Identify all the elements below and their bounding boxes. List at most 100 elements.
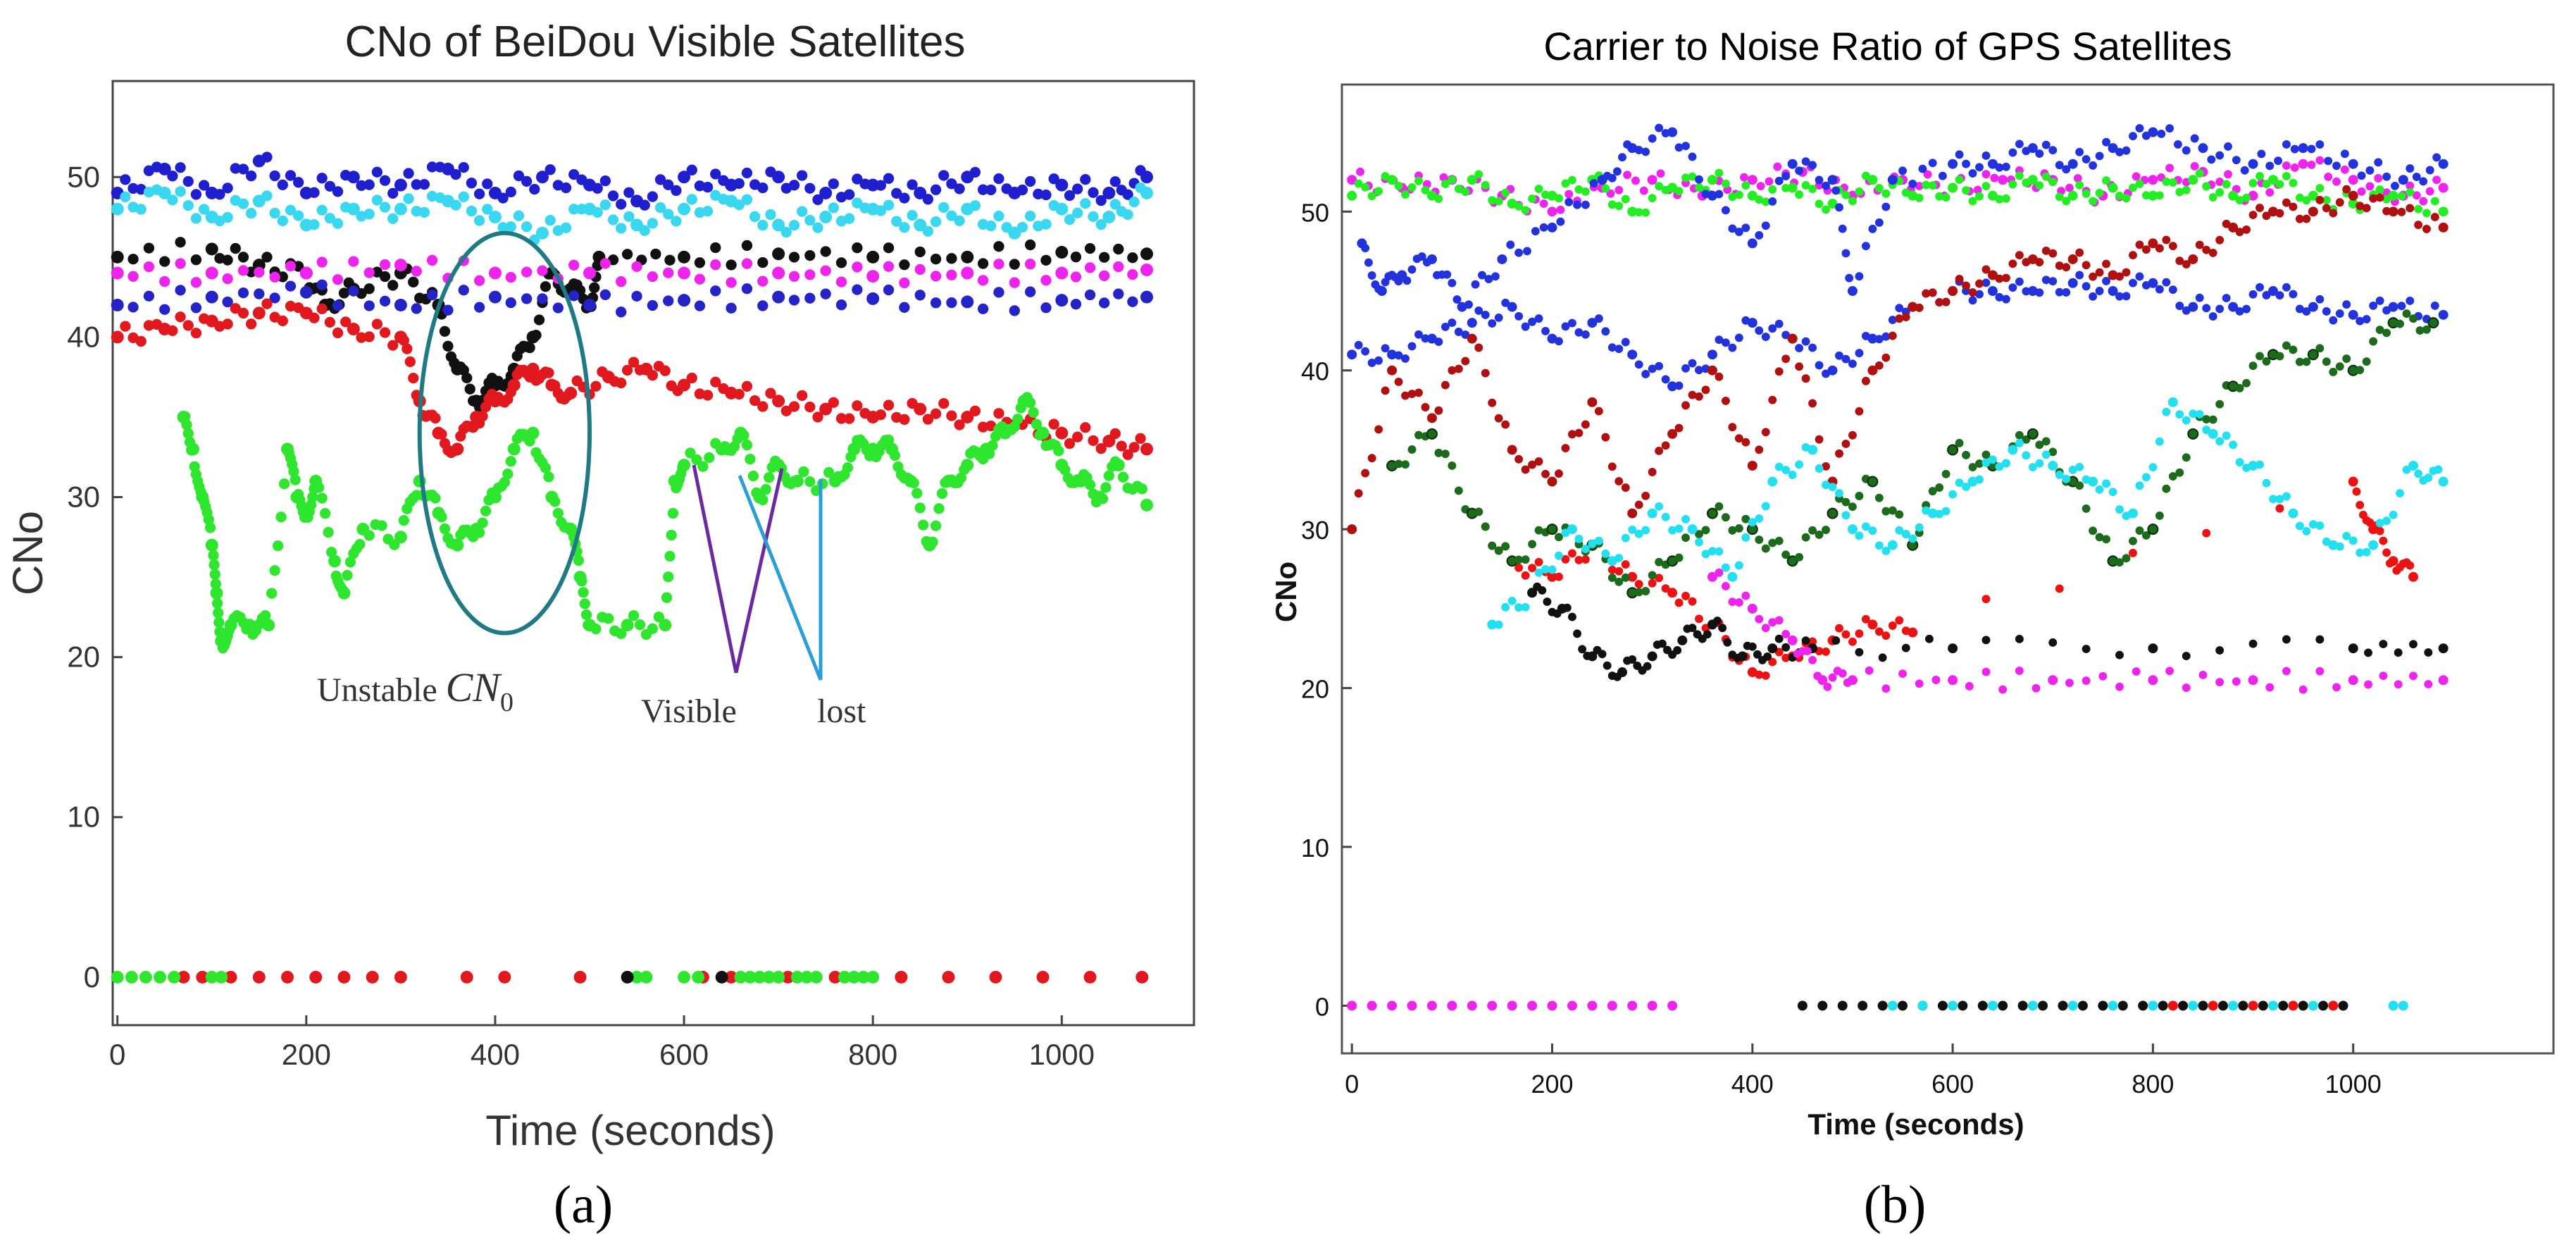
data-point <box>222 318 233 330</box>
data-point <box>1361 182 1370 192</box>
data-point <box>143 261 155 273</box>
data-point <box>1401 190 1410 199</box>
data-point <box>211 597 223 609</box>
data-point <box>269 207 280 219</box>
data-point <box>1667 1001 1678 1011</box>
data-point <box>323 526 334 538</box>
data-point <box>1547 333 1557 344</box>
data-point <box>1031 419 1043 430</box>
data-point <box>1995 194 2004 204</box>
data-point <box>1761 221 1770 230</box>
data-point <box>1787 635 1798 645</box>
data-point <box>2065 183 2074 192</box>
data-point <box>1681 533 1690 543</box>
data-point <box>1881 631 1891 640</box>
x-axis-label: Time (seconds) <box>1807 1108 2024 1141</box>
data-point <box>261 252 273 263</box>
data-point <box>1603 661 1612 670</box>
data-point <box>1441 322 1450 331</box>
data-point <box>936 488 948 500</box>
data-point <box>1627 571 1638 582</box>
data-point <box>2365 182 2375 191</box>
data-point <box>363 331 375 342</box>
data-point <box>1728 343 1737 352</box>
data-point <box>1822 181 1831 190</box>
data-point <box>394 531 407 544</box>
data-point <box>1426 413 1437 423</box>
data-point <box>1831 186 1841 195</box>
data-point <box>647 299 659 311</box>
data-point <box>741 283 753 295</box>
data-point <box>205 290 218 304</box>
data-point <box>2409 671 2418 681</box>
data-point <box>2102 277 2111 285</box>
data-point <box>2190 162 2199 171</box>
data-point <box>961 295 974 309</box>
data-point <box>1127 268 1138 280</box>
data-point <box>198 204 210 215</box>
data-point <box>2422 325 2431 334</box>
data-point <box>2422 209 2431 218</box>
data-point <box>2089 197 2098 206</box>
data-point <box>1655 446 1664 455</box>
data-point <box>1555 337 1563 346</box>
data-point <box>1877 1001 1888 1011</box>
data-point <box>1607 574 1617 583</box>
unstable-cn: CN <box>446 664 503 710</box>
data-point <box>1695 175 1703 184</box>
data-point <box>1461 187 1470 197</box>
data-point <box>938 202 950 213</box>
data-point <box>1701 526 1710 535</box>
data-point <box>1367 359 1376 367</box>
data-point <box>710 168 721 180</box>
data-point <box>1112 459 1125 472</box>
data-point <box>1748 642 1757 651</box>
data-point <box>404 356 416 368</box>
data-point <box>1987 1001 1998 1011</box>
data-point <box>466 178 478 189</box>
data-point <box>1454 364 1463 373</box>
data-point <box>1761 624 1770 633</box>
data-point <box>2406 561 2415 570</box>
data-point <box>2302 357 2311 366</box>
data-point <box>1534 457 1543 466</box>
data-point <box>1040 254 1052 266</box>
series-zero-green <box>111 970 880 984</box>
data-point <box>1627 143 1638 154</box>
data-point <box>1948 490 1958 499</box>
data-point <box>1855 187 1864 196</box>
data-point <box>1763 652 1772 661</box>
data-point <box>1594 536 1603 545</box>
data-point <box>1474 170 1483 179</box>
data-point <box>1803 647 1812 656</box>
data-point <box>2168 285 2177 295</box>
data-point <box>120 174 131 185</box>
data-point <box>337 970 351 984</box>
data-point <box>1981 265 1991 274</box>
data-point <box>2432 175 2441 185</box>
data-point <box>2138 1001 2148 1011</box>
data-point <box>1478 271 1486 280</box>
data-point <box>1055 246 1069 259</box>
data-point <box>1688 597 1697 606</box>
data-point <box>2195 293 2204 302</box>
data-point <box>466 205 478 217</box>
data-point <box>1414 388 1423 397</box>
data-point <box>2255 204 2264 213</box>
data-point <box>2102 176 2111 185</box>
data-point <box>1128 442 1140 453</box>
data-point <box>2215 437 2225 446</box>
data-point <box>387 187 399 199</box>
data-point <box>765 388 776 399</box>
data-point <box>2175 302 2184 311</box>
data-point <box>2379 671 2388 681</box>
data-point <box>2228 1001 2239 1011</box>
data-point <box>1774 616 1784 625</box>
data-point <box>1687 524 1698 535</box>
data-point <box>930 254 942 265</box>
data-point <box>2382 548 2391 557</box>
data-point <box>1447 1001 1457 1011</box>
data-point <box>316 303 328 314</box>
data-point <box>1527 588 1538 598</box>
x-tick-label: 800 <box>2132 1070 2174 1098</box>
